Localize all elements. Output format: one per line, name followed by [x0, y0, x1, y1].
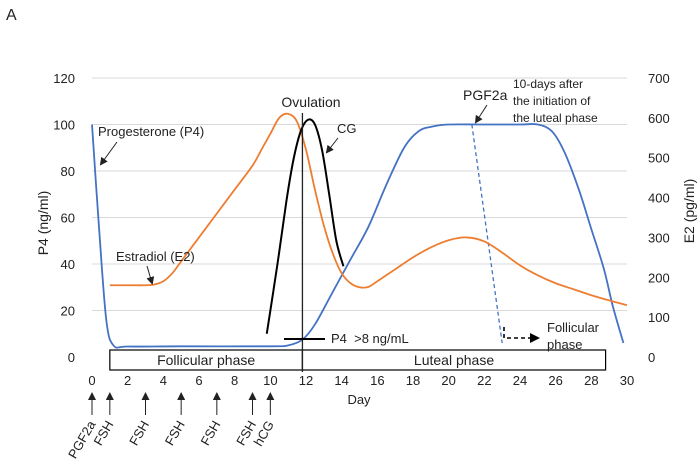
panel-label: A — [6, 7, 17, 24]
x-tick-label: 20 — [441, 373, 455, 388]
series-line-estradiol-e2 — [109, 112, 628, 307]
right-axis-ticks: 0 100 200 300 400 500 600 700 — [648, 71, 670, 365]
x-tick-label: 30 — [620, 373, 634, 388]
phase-bar: Follicular phase Luteal phase — [109, 349, 607, 371]
x-tick-label: 0 — [88, 373, 95, 388]
y-axis-label-left: P4 (ng/ml) — [35, 191, 51, 256]
gridlines — [92, 77, 627, 311]
y-tick-label-right: 500 — [648, 151, 670, 166]
y-tick-label-right: 0 — [648, 350, 655, 365]
y-tick-label-right: 100 — [648, 310, 670, 325]
arrow-cg — [325, 137, 339, 154]
x-axis-ticks: 0 2 4 6 8 10 12 14 16 18 20 22 24 26 28 30 — [88, 373, 634, 388]
follicular-return-label-2: phase — [547, 337, 582, 352]
series-line-cg — [265, 118, 345, 334]
y-tick-label-right: 700 — [648, 71, 670, 86]
x-tick-label: 14 — [334, 373, 348, 388]
x-tick-label: 8 — [231, 373, 238, 388]
y-tick-label-right: 300 — [648, 230, 670, 245]
series-line-progesterone-p4 — [91, 123, 625, 349]
x-tick-label: 6 — [195, 373, 202, 388]
arrow-pgf2a — [474, 104, 488, 124]
pgf2a-note-line-3: the luteal phase — [513, 111, 598, 125]
p4-threshold-label: P4 >8 ng/mL — [331, 331, 409, 346]
label-pgf2a: PGF2a — [463, 87, 508, 103]
y-tick-label-left: 0 — [68, 350, 75, 365]
follicular-return-label-1: Follicular — [547, 320, 600, 335]
treatment-label: FSH — [90, 418, 116, 448]
x-tick-label: 4 — [160, 373, 167, 388]
x-tick-label: 2 — [124, 373, 131, 388]
treatment-label: FSH — [197, 418, 223, 448]
y-tick-label-left: 120 — [53, 71, 75, 86]
phase-label: Follicular phase — [157, 352, 255, 368]
x-tick-label: 16 — [370, 373, 384, 388]
pgf2a-note-line-2: the initiation of — [513, 94, 591, 108]
y-tick-label-right: 400 — [648, 191, 670, 206]
ovulation-label: Ovulation — [281, 94, 340, 110]
x-tick-label: 28 — [584, 373, 598, 388]
y-tick-label-right: 200 — [648, 270, 670, 285]
x-tick-label: 10 — [263, 373, 277, 388]
x-tick-label: 22 — [477, 373, 491, 388]
left-axis-ticks: 0 20 40 60 80 100 120 — [53, 71, 75, 365]
y-tick-label-left: 80 — [61, 164, 75, 179]
x-axis-label: Day — [347, 392, 371, 407]
y-tick-label-left: 20 — [61, 304, 75, 319]
y-tick-label-right: 600 — [648, 111, 670, 126]
series-layer — [91, 112, 628, 349]
label-estradiol: Estradiol (E2) — [116, 249, 195, 264]
treatment-label: hCG — [251, 418, 277, 449]
follicular-return-arrow — [503, 327, 540, 343]
x-tick-label: 24 — [513, 373, 527, 388]
arrow-estradiol — [146, 265, 155, 285]
y-tick-label-left: 40 — [61, 257, 75, 272]
y-tick-label-left: 100 — [53, 118, 75, 133]
x-tick-label: 12 — [299, 373, 313, 388]
treatment-label: FSH — [162, 418, 188, 448]
treatment-label: FSH — [126, 418, 152, 448]
pgf2a-note-line-1: 10-days after — [513, 77, 583, 91]
arrow-progesterone — [99, 141, 118, 166]
y-axis-label-right: E2 (pg/ml) — [681, 179, 697, 244]
y-tick-label-left: 60 — [61, 211, 75, 226]
x-tick-label: 26 — [548, 373, 562, 388]
phase-label: Luteal phase — [414, 352, 494, 368]
label-progesterone: Progesterone (P4) — [98, 124, 204, 139]
x-tick-label: 18 — [406, 373, 420, 388]
label-cg: CG — [337, 121, 357, 136]
